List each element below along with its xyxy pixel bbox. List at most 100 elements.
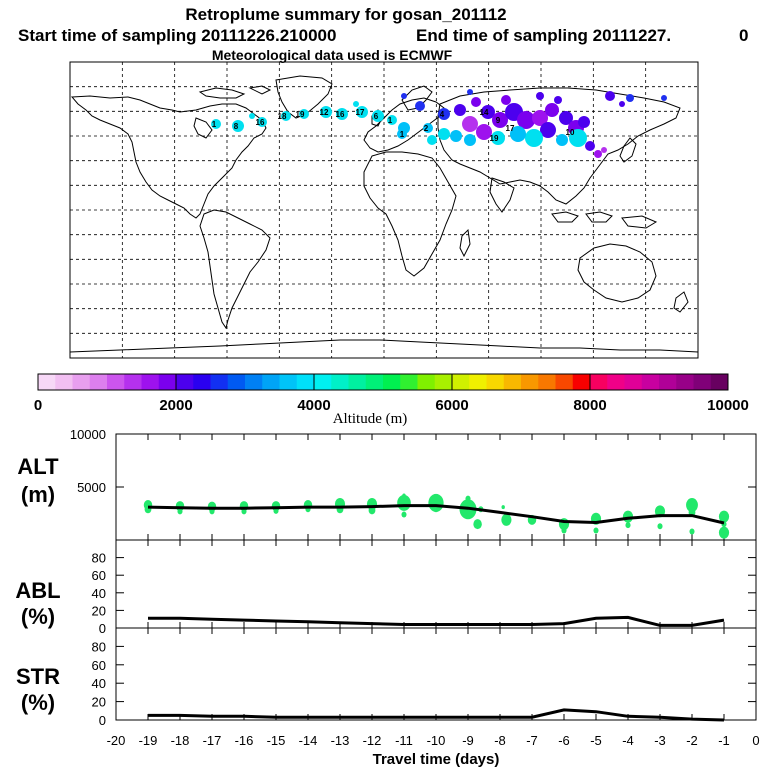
plume-marker — [605, 91, 615, 101]
colorbar-swatch — [124, 374, 142, 390]
plume-marker — [467, 89, 473, 95]
altitude-point — [368, 506, 376, 515]
coast-india — [489, 177, 515, 213]
plume-marker — [491, 131, 505, 145]
altitude-colorbar: 0 2000 4000 6000 8000 10000 — [34, 373, 749, 414]
y-tick-label: 20 — [92, 695, 106, 710]
figure-title: Retroplume summary for gosan_201112 — [185, 5, 506, 24]
coastlines — [69, 75, 699, 353]
plume-marker-label: 17 — [506, 124, 515, 133]
plume-marker — [476, 124, 492, 140]
plume-marker — [578, 116, 590, 128]
colorbar-tick-label: 0 — [34, 397, 42, 414]
colorbar-swatch — [107, 374, 125, 390]
altitude-point — [593, 527, 599, 534]
x-tick-label: -17 — [203, 733, 222, 748]
plume-marker — [525, 129, 543, 147]
altitude-point — [402, 493, 406, 498]
plume-marker — [569, 129, 587, 147]
plume-marker — [601, 147, 607, 153]
panel-abl: 0 20 40 60 80 ABL(%) — [15, 539, 757, 636]
x-tick-label: -14 — [299, 733, 318, 748]
plume-marker — [387, 115, 397, 125]
x-tick-label: -11 — [395, 733, 413, 748]
altitude-point — [718, 510, 730, 523]
coast-scandinavia — [401, 85, 433, 111]
x-tick-label: -7 — [526, 733, 538, 748]
colorbar-swatch — [486, 374, 505, 390]
plume-marker — [536, 92, 544, 100]
colorbar-swatch — [710, 374, 729, 390]
coast-africa — [363, 151, 457, 277]
plume-marker — [661, 95, 667, 101]
plume-marker-label: 2 — [424, 124, 429, 133]
coast-hudson-bay — [193, 117, 213, 139]
series-line-str — [148, 708, 725, 722]
y-tick-label: 80 — [92, 639, 106, 654]
colorbar-tick-label: 6000 — [435, 397, 468, 414]
colorbar-swatch — [176, 374, 194, 390]
end-time-suffix: 0 — [739, 26, 748, 45]
colorbar-swatch — [348, 374, 367, 390]
y-axis-label: ALT — [17, 454, 59, 479]
plume-marker — [471, 97, 481, 107]
plume-marker — [299, 109, 309, 119]
altitude-point — [689, 528, 695, 535]
end-time-label: End time of sampling 20111227. — [416, 26, 671, 45]
plume-marker-label: 12 — [320, 108, 329, 117]
colorbar-swatch — [503, 374, 522, 390]
coast-australia — [577, 243, 657, 303]
met-data-label: Meteorological data used is ECMWF — [212, 47, 453, 63]
colorbar-swatch — [659, 374, 677, 390]
altitude-point — [625, 522, 631, 529]
x-tick-label: -20 — [107, 733, 126, 748]
plume-marker — [427, 135, 437, 145]
x-tick-label: -8 — [494, 733, 506, 748]
x-tick-label: -3 — [654, 733, 666, 748]
plume-marker — [249, 113, 255, 119]
plume-marker — [585, 141, 595, 151]
plume-marker — [356, 106, 368, 118]
plume-marker — [626, 94, 634, 102]
plume-marker — [532, 110, 548, 126]
altitude-point — [401, 511, 407, 518]
plume-marker — [211, 119, 221, 129]
x-tick-label: -19 — [139, 733, 158, 748]
coast-madagascar — [459, 228, 471, 258]
plume-marker — [454, 104, 466, 116]
colorbar-tick-label: 4000 — [297, 397, 330, 414]
plume-marker-label: 1 — [400, 130, 405, 139]
x-tick-label: -1 — [718, 733, 730, 748]
y-tick-label: 10000 — [70, 427, 106, 442]
altitude-point — [273, 507, 279, 514]
plume-marker — [481, 105, 495, 119]
colorbar-swatch — [624, 374, 643, 390]
plume-marker — [438, 108, 450, 120]
plume-marker — [438, 128, 450, 140]
y-tick-label: 0 — [99, 713, 106, 728]
travel-time-axis-label: Travel time (days) — [373, 751, 500, 768]
altitude-point — [657, 523, 663, 530]
y-tick-label: 40 — [92, 676, 106, 691]
plume-marker — [559, 111, 573, 125]
colorbar-swatch — [365, 374, 384, 390]
altitude-point — [473, 519, 482, 530]
plume-marker — [320, 106, 332, 118]
x-tick-label: -9 — [462, 733, 474, 748]
map-gridlines — [70, 62, 698, 358]
plume-marker-label: 4 — [440, 110, 445, 119]
altitude-point — [209, 508, 215, 515]
plume-marker-label: 1 — [212, 120, 217, 129]
colorbar-swatch — [89, 374, 108, 390]
x-tick-label: -16 — [235, 733, 254, 748]
y-tick-label: 40 — [92, 586, 106, 601]
start-time-label: Start time of sampling 20111226.210000 — [18, 26, 336, 45]
plume-marker-label: 16 — [336, 110, 345, 119]
colorbar-tick-label: 10000 — [707, 397, 749, 414]
colorbar-tick-label: 8000 — [573, 397, 606, 414]
colorbar-swatch — [141, 374, 160, 390]
colorbar-swatch — [383, 374, 401, 390]
altitude-point — [561, 527, 567, 534]
plume-marker — [517, 111, 535, 129]
